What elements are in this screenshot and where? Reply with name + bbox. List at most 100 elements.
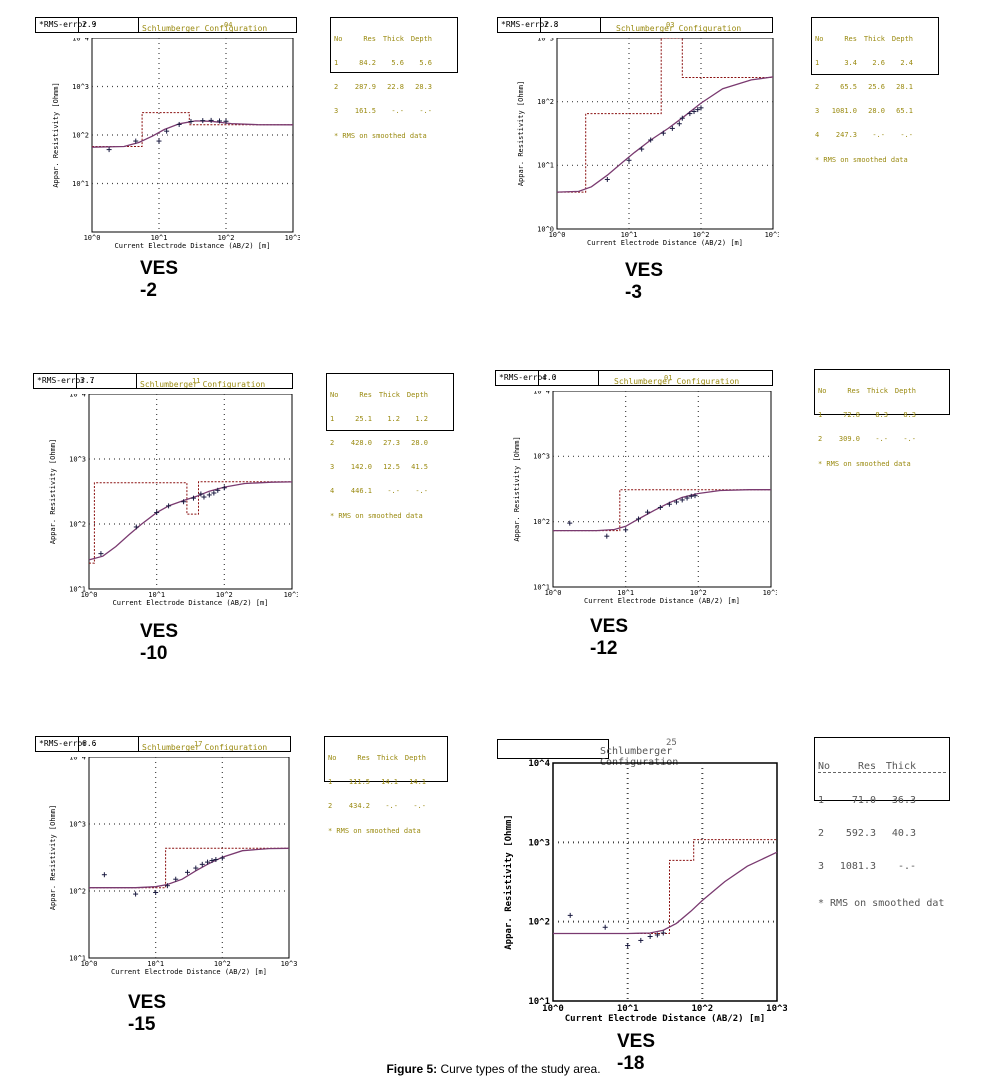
- y-tick-label: 10^1: [533, 583, 550, 591]
- observed-point: [221, 485, 227, 491]
- x-tick-label: 10^3: [281, 960, 297, 968]
- observed-point: [684, 495, 690, 501]
- cell: 1.2: [387, 415, 400, 423]
- divider: [138, 18, 139, 32]
- observed-point: [660, 930, 666, 936]
- rms-value: 3.7: [80, 376, 95, 385]
- x-axis-title: Current Electrode Distance (AB/2) [m]: [111, 968, 267, 976]
- y-axis-title: Appar. Resistivity [Ohmm]: [513, 436, 521, 541]
- col-header: Depth: [894, 387, 916, 395]
- x-tick-label: 10^0: [84, 234, 101, 242]
- curve-number: 01: [664, 374, 673, 382]
- x-tick-label: 10^2: [693, 231, 710, 239]
- y-tick-label: 10^1: [72, 180, 89, 188]
- layer-table: No Res Thick Depth 1 25.1 1.2 1.2 2 428.0 27.…: [326, 373, 454, 520]
- observed-point: [211, 490, 217, 496]
- layer-table: No Res Thick Depth 1 84.2 5.6 5.6 2 287.9 22.…: [330, 17, 458, 140]
- cell: 22.8: [387, 83, 404, 91]
- model-curve: [92, 112, 293, 147]
- x-tick-label: 10^0: [81, 591, 98, 599]
- cell: 161.5: [354, 107, 376, 115]
- curve-number: 11: [192, 377, 201, 385]
- x-axis-title: Current Electrode Distance (AB/2) [m]: [565, 1013, 765, 1024]
- x-tick-label: 10^2: [218, 234, 235, 242]
- rms-value: 2.8: [544, 20, 559, 29]
- cell: 41.5: [411, 463, 428, 471]
- y-tick-label: 10^3: [528, 838, 550, 848]
- rms-label: *RMS-error :: [39, 20, 97, 29]
- observed-point: [188, 118, 194, 124]
- cell: -.-: [903, 435, 916, 443]
- observed-point: [639, 146, 645, 152]
- cell: 4: [815, 131, 820, 139]
- chart-ves12: 10^010^110^210^310^110^210^310^4Current …: [513, 391, 777, 605]
- cell: 25.1: [355, 415, 372, 423]
- observed-point: [691, 109, 697, 115]
- x-axis-title: Current Electrode Distance (AB/2) [m]: [587, 239, 743, 247]
- table-header: No Res Thick: [818, 761, 946, 773]
- plot-frame: [552, 762, 778, 1002]
- layer-table: No Res Thick 1 71.0 36.3 2 592.3 40.3 3 1081.…: [814, 737, 950, 909]
- observed-point: [206, 492, 212, 498]
- observed-point: [679, 497, 685, 503]
- observed-point: [654, 932, 660, 938]
- observed-point: [198, 491, 204, 497]
- cell: 14.1: [409, 778, 426, 786]
- observed-point: [679, 115, 685, 121]
- col-header: Depth: [891, 35, 913, 43]
- cell: 12.5: [383, 463, 400, 471]
- observed-point: [153, 889, 159, 895]
- col-header: No: [334, 35, 343, 43]
- curve-number: 17: [194, 740, 203, 748]
- cell: 8.3: [875, 411, 888, 419]
- observed-point: [657, 504, 663, 510]
- y-tick-label: 10^2: [69, 520, 86, 528]
- observed-point: [98, 551, 104, 557]
- table-row: 1 3.4 2.6 2.4: [815, 59, 935, 67]
- y-tick-label: 10^4: [533, 391, 550, 395]
- cell: -.-: [897, 861, 916, 872]
- rms-value: 4.0: [542, 373, 557, 382]
- observed-point: [156, 138, 162, 144]
- observed-point: [695, 107, 701, 113]
- observed-point: [567, 520, 573, 526]
- cell: 3: [330, 463, 335, 471]
- layer-table: No Res Thick Depth 1 3.4 2.6 2.4 2 65.5 25.6 2…: [811, 17, 939, 164]
- cell: 1081.3: [839, 861, 876, 872]
- cell: -.-: [387, 487, 400, 495]
- x-tick-label: 10^1: [617, 589, 634, 597]
- cell: 2: [330, 439, 335, 447]
- cell: -.-: [415, 487, 428, 495]
- table-header: No Res Thick Depth: [328, 754, 444, 762]
- x-tick-label: 10^3: [765, 231, 779, 239]
- observed-point: [223, 118, 229, 124]
- col-header: Thick: [382, 35, 404, 43]
- col-header: Thick: [376, 754, 398, 762]
- rms-label: *RMS-error :: [499, 373, 557, 382]
- divider: [538, 371, 539, 385]
- cell: -.-: [385, 802, 398, 810]
- cell: 3: [334, 107, 339, 115]
- ves-label: VES -12: [590, 616, 629, 659]
- fit-curve: [553, 851, 778, 935]
- cell: 2: [328, 802, 333, 810]
- cell: 3.4: [844, 59, 857, 67]
- y-tick-label: 10^4: [69, 394, 86, 398]
- layer-table: No Res Thick Depth 1 111.5 14.1 14.1 2 434.2…: [324, 736, 448, 835]
- ves-label: VES -3: [625, 260, 664, 303]
- y-tick-label: 10^1: [69, 585, 86, 593]
- cell: 1: [334, 59, 339, 67]
- cell: 592.3: [845, 828, 876, 839]
- y-axis-title: Appar. Resistivity [Ohmm]: [52, 82, 60, 187]
- table-row: 2 65.5 25.6 28.1: [815, 83, 935, 91]
- y-tick-label: 10^4: [528, 759, 550, 769]
- observed-point: [604, 176, 610, 182]
- cell: 446.1: [350, 487, 372, 495]
- observed-point: [190, 495, 196, 501]
- observed-point: [669, 125, 675, 131]
- col-header: Thick: [866, 387, 888, 395]
- cell: 1: [330, 415, 335, 423]
- fit-curve: [88, 481, 293, 561]
- observed-point: [193, 865, 199, 871]
- cell: 2.6: [872, 59, 885, 67]
